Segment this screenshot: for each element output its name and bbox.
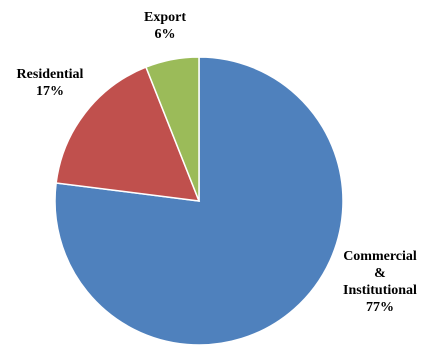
label-commercial-percent: 77% bbox=[366, 300, 394, 315]
pie-slice-export bbox=[145, 56, 200, 202]
pie-slice-residential bbox=[55, 66, 201, 202]
label-export-name: Export bbox=[144, 10, 186, 25]
label-export: Export 6% bbox=[125, 9, 205, 43]
pie-slice-commercial-institutional bbox=[54, 56, 344, 345]
label-commercial-institutional: Commercial & Institutional 77% bbox=[330, 248, 430, 316]
label-commercial-line-2: & bbox=[374, 266, 386, 281]
label-residential-name: Residential bbox=[16, 67, 84, 82]
label-export-percent: 6% bbox=[154, 27, 176, 42]
label-commercial-line-3: Institutional bbox=[343, 283, 417, 298]
label-residential: Residential 17% bbox=[2, 66, 98, 100]
label-residential-percent: 17% bbox=[36, 84, 64, 99]
label-commercial-line-1: Commercial bbox=[343, 249, 417, 264]
